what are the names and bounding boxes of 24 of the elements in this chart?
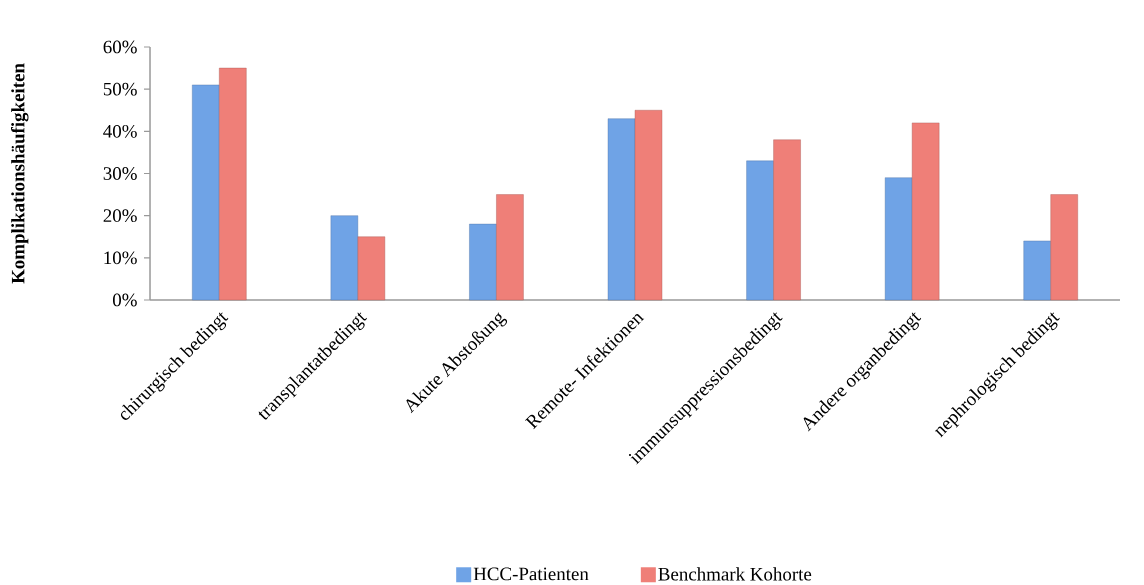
y-tick-label: 0% — [112, 293, 137, 307]
bar — [1050, 194, 1078, 301]
bar — [1023, 240, 1051, 301]
bar — [192, 84, 220, 301]
bar — [357, 236, 386, 301]
y-tick-label: 60% — [103, 40, 137, 54]
y-tick-label: 10% — [104, 251, 137, 265]
legend-label: HCC-Patienten — [473, 567, 589, 581]
bar — [634, 110, 663, 301]
y-tick-label: 50% — [103, 82, 137, 96]
bar — [607, 118, 636, 301]
bar — [219, 67, 247, 301]
y-tick-label: 40% — [103, 124, 137, 138]
bar — [884, 177, 913, 301]
bar — [469, 223, 497, 301]
y-tick-label: 30% — [103, 167, 137, 180]
bar — [746, 160, 774, 301]
bar — [911, 122, 940, 301]
bar — [496, 194, 524, 301]
y-axis-title: Komplikationshäufigkeiten — [11, 63, 29, 284]
bar — [773, 139, 801, 301]
bar — [330, 215, 359, 301]
legend-label: Benchmark Kohorte — [658, 567, 812, 581]
y-tick-label: 20% — [103, 209, 137, 223]
